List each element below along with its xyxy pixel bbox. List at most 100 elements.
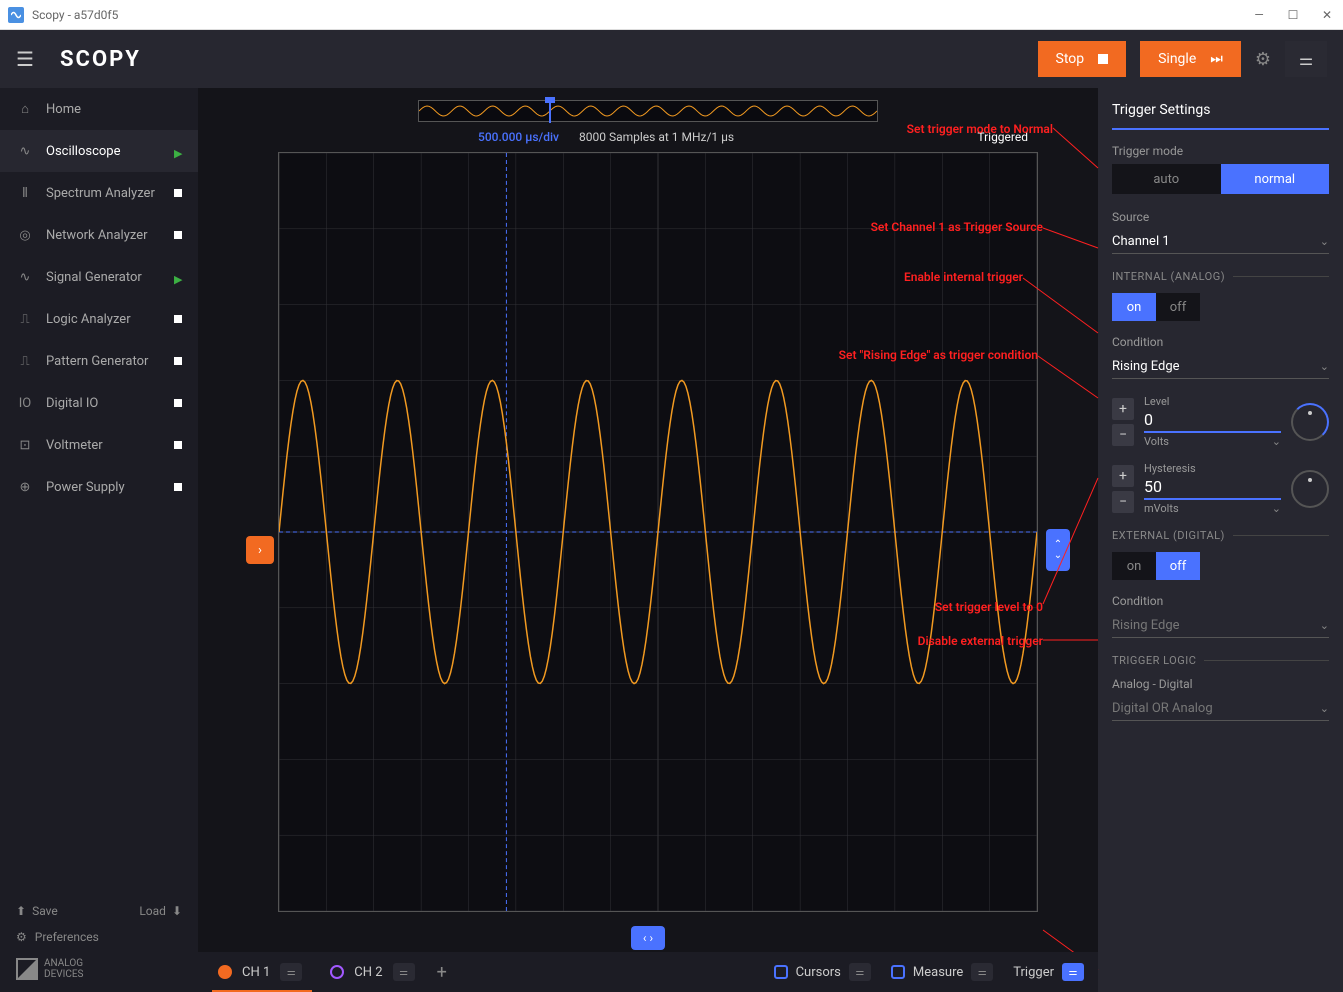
sidebar-item-label: Power Supply <box>46 480 125 495</box>
trigger-settings-button[interactable]: Trigger⚌ <box>1013 963 1084 981</box>
source-label: Source <box>1112 210 1329 224</box>
window-titlebar: Scopy - a57d0f5 — ☐ ✕ <box>0 0 1343 30</box>
menu-icon[interactable]: ☰ <box>16 47 40 71</box>
level-value[interactable]: 0 <box>1144 408 1281 433</box>
running-icon: ▶ <box>174 273 182 281</box>
close-button[interactable]: ✕ <box>1319 8 1335 22</box>
trigger-mode-auto[interactable]: auto <box>1112 164 1221 194</box>
level-label: Level <box>1144 395 1281 408</box>
external-off[interactable]: off <box>1156 552 1200 580</box>
external-on[interactable]: on <box>1112 552 1156 580</box>
trigger-level-handle[interactable]: ⌃⌄ <box>1046 529 1070 571</box>
sidebar-item-label: Logic Analyzer <box>46 312 131 327</box>
minimize-button[interactable]: — <box>1251 8 1267 22</box>
next-icon: ⏭ <box>1210 51 1223 67</box>
stop-button[interactable]: Stop <box>1038 41 1127 77</box>
hyst-label: Hysteresis <box>1144 462 1281 475</box>
window-title: Scopy - a57d0f5 <box>32 8 118 22</box>
sidebar-item-power-supply[interactable]: ⊕Power Supply <box>0 466 198 508</box>
trigger-status: Triggered <box>977 130 1028 144</box>
level-inc[interactable]: + <box>1112 398 1134 420</box>
sidebar-item-voltmeter[interactable]: ⊡Voltmeter <box>0 424 198 466</box>
sidebar-item-oscilloscope[interactable]: ∿Oscilloscope▶ <box>0 130 198 172</box>
source-select[interactable]: Channel 1⌄ <box>1112 230 1329 254</box>
ext-condition-select: Rising Edge⌄ <box>1112 614 1329 638</box>
bottombar: CH 1⚌ CH 2⚌ + Cursors⚌ Measure⚌ Trigger⚌ <box>198 952 1098 992</box>
instrument-icon: ⌂ <box>16 101 34 117</box>
sidebar-item-label: Signal Generator <box>46 270 142 285</box>
condition-select[interactable]: Rising Edge⌄ <box>1112 355 1329 379</box>
ext-condition-label: Condition <box>1112 594 1329 608</box>
gear-icon[interactable]: ⚙ <box>1255 49 1271 70</box>
instrument-icon: ∿ <box>16 144 34 159</box>
logic-label: Analog - Digital <box>1112 677 1329 691</box>
plot-area[interactable]: › ⌃⌄ ‹ › 1.000 V/div 1.000 V/div Set tri… <box>228 148 1068 952</box>
overview-waveform[interactable] <box>418 100 878 122</box>
external-section: EXTERNAL (DIGITAL) <box>1112 529 1329 542</box>
stopped-icon <box>174 441 182 449</box>
save-button[interactable]: ⬆ Save <box>16 904 58 918</box>
sidebar-item-pattern-generator[interactable]: ⎍ Pattern Generator <box>0 340 198 382</box>
stopped-icon <box>174 399 182 407</box>
single-button[interactable]: Single⏭ <box>1140 41 1241 77</box>
panel-title: Trigger Settings <box>1112 102 1329 130</box>
stopped-icon <box>174 231 182 239</box>
stopped-icon <box>174 315 182 323</box>
ch1-button[interactable]: CH 1⚌ <box>212 959 308 985</box>
condition-label: Condition <box>1112 335 1329 349</box>
instrument-icon: ⎍ <box>16 354 34 369</box>
time-position-handle[interactable]: ‹ › <box>631 926 665 950</box>
instrument-icon: ⫴ <box>16 186 34 201</box>
ch1-color-icon <box>218 965 232 979</box>
trigger-settings-panel: Trigger Settings Trigger mode auto norma… <box>1098 88 1343 992</box>
preferences-button[interactable]: ⚙ Preferences <box>16 924 182 950</box>
hyst-unit[interactable]: mVolts <box>1144 502 1179 515</box>
logic-select: Digital OR Analog⌄ <box>1112 697 1329 721</box>
stopped-icon <box>174 483 182 491</box>
level-dial[interactable] <box>1291 403 1329 441</box>
sidebar-item-label: Network Analyzer <box>46 228 148 243</box>
cursors-toggle[interactable]: Cursors⚌ <box>774 963 871 981</box>
settings-sliders-icon[interactable]: ⚌ <box>1285 41 1327 77</box>
ch1-settings-icon[interactable]: ⚌ <box>280 963 302 981</box>
topbar: ☰ SCOPY Stop Single⏭ ⚙ ⚌ <box>0 30 1343 88</box>
ch2-color-icon <box>330 965 344 979</box>
sidebar: ⌂ Home ∿Oscilloscope▶ ⫴ Spectrum Analyzer ◎Ne… <box>0 88 198 992</box>
sidebar-item-signal-generator[interactable]: ∿Signal Generator▶ <box>0 256 198 298</box>
sidebar-item-logic-analyzer[interactable]: ⎍Logic Analyzer <box>0 298 198 340</box>
sidebar-item-home[interactable]: ⌂ Home <box>0 88 198 130</box>
trigger-mode-label: Trigger mode <box>1112 144 1329 158</box>
hyst-inc[interactable]: + <box>1112 465 1134 487</box>
ch2-button[interactable]: CH 2⚌ <box>324 959 420 985</box>
sidebar-item-label: Pattern Generator <box>46 354 148 369</box>
level-unit[interactable]: Volts <box>1144 435 1169 448</box>
internal-on[interactable]: on <box>1112 293 1156 321</box>
instrument-icon: IO <box>16 396 34 411</box>
running-icon: ▶ <box>174 147 182 155</box>
stopped-icon <box>174 189 182 197</box>
main-content: 500.000 µs/div 8000 Samples at 1 MHz/1 µ… <box>198 88 1098 992</box>
sidebar-item-digital-io[interactable]: IODigital IO <box>0 382 198 424</box>
ch1-offset-handle[interactable]: › <box>246 536 274 564</box>
ch2-settings-icon[interactable]: ⚌ <box>393 963 415 981</box>
load-button[interactable]: Load ⬇ <box>139 904 182 918</box>
stopped-icon <box>174 357 182 365</box>
sidebar-item-spectrum-analyzer[interactable]: ⫴ Spectrum Analyzer <box>0 172 198 214</box>
maximize-button[interactable]: ☐ <box>1285 8 1301 22</box>
sidebar-item-label: Spectrum Analyzer <box>46 186 155 201</box>
timebase-label[interactable]: 500.000 µs/div <box>478 130 559 144</box>
chevron-down-icon: ⌄ <box>1320 235 1329 248</box>
sample-info: 8000 Samples at 1 MHz/1 µs <box>579 130 734 144</box>
trigger-mode-normal[interactable]: normal <box>1221 164 1330 194</box>
internal-section: INTERNAL (ANALOG) <box>1112 270 1329 283</box>
measure-toggle[interactable]: Measure⚌ <box>891 963 993 981</box>
internal-off[interactable]: off <box>1156 293 1200 321</box>
sidebar-item-label: Home <box>46 102 81 117</box>
add-channel-button[interactable]: + <box>437 962 447 983</box>
app-icon <box>8 7 24 23</box>
sidebar-item-network-analyzer[interactable]: ◎Network Analyzer <box>0 214 198 256</box>
hyst-value[interactable]: 50 <box>1144 475 1281 500</box>
hyst-dial[interactable] <box>1291 470 1329 508</box>
hyst-dec[interactable]: − <box>1112 491 1134 513</box>
level-dec[interactable]: − <box>1112 424 1134 446</box>
